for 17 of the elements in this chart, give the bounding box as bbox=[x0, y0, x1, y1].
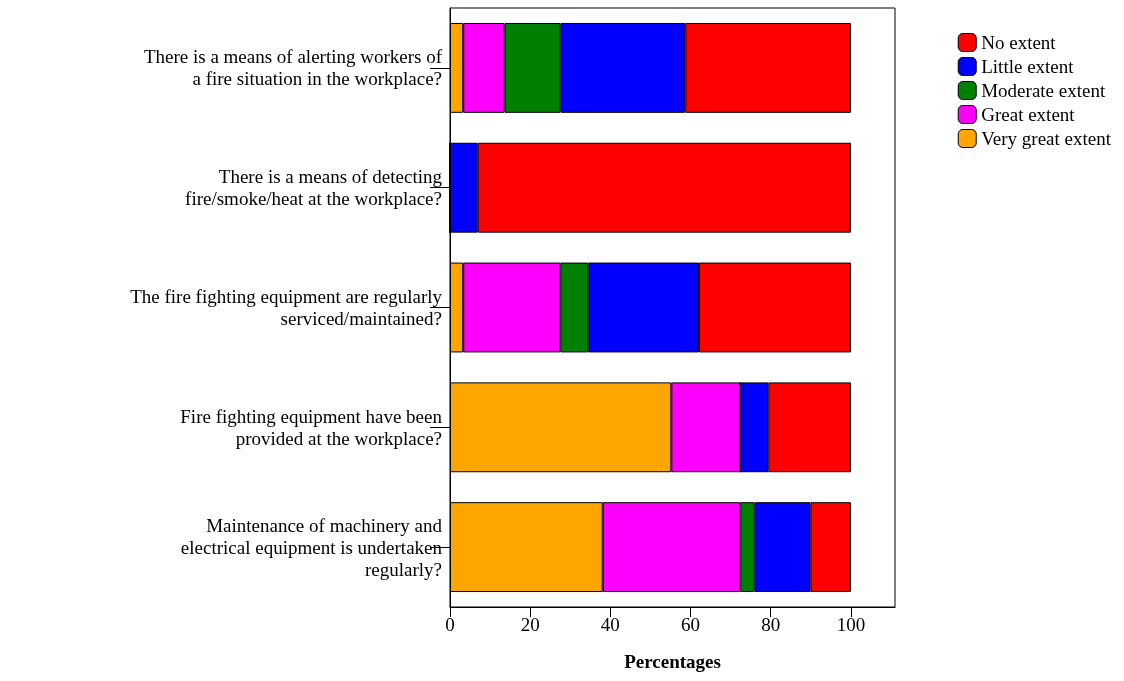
x-tick-label: 20 bbox=[520, 614, 540, 635]
x-tick-label: 0 bbox=[445, 614, 455, 635]
y-tick-label: Maintenance of machinery and electrical equipment is undertaken regularly? bbox=[180, 514, 443, 580]
x-axis-title: Percentages bbox=[624, 651, 721, 672]
legend-label: No extent bbox=[981, 32, 1057, 53]
x-tick-label: 40 bbox=[600, 614, 620, 635]
y-tick-label: There is a means of alerting workers of a fire situation in the workplace? bbox=[143, 46, 443, 90]
y-tick-label: Fire fighting equipment have been provided at the workplace? bbox=[180, 405, 443, 449]
legend-label: Great extent bbox=[981, 104, 1076, 125]
legend-label: Little extent bbox=[981, 56, 1075, 77]
y-tick-label: There is a means of detecting fire/smoke/heat at the workplace? bbox=[185, 166, 443, 210]
x-tick-label: 80 bbox=[761, 614, 781, 635]
x-tick-label: 60 bbox=[681, 614, 701, 635]
legend-label: Moderate extent bbox=[981, 80, 1106, 101]
legend-label: Very great extent bbox=[981, 128, 1112, 149]
x-tick-label: 100 bbox=[836, 614, 866, 635]
y-tick-label: The fire fighting equipment are regularly serviced/maintained? bbox=[130, 286, 443, 329]
